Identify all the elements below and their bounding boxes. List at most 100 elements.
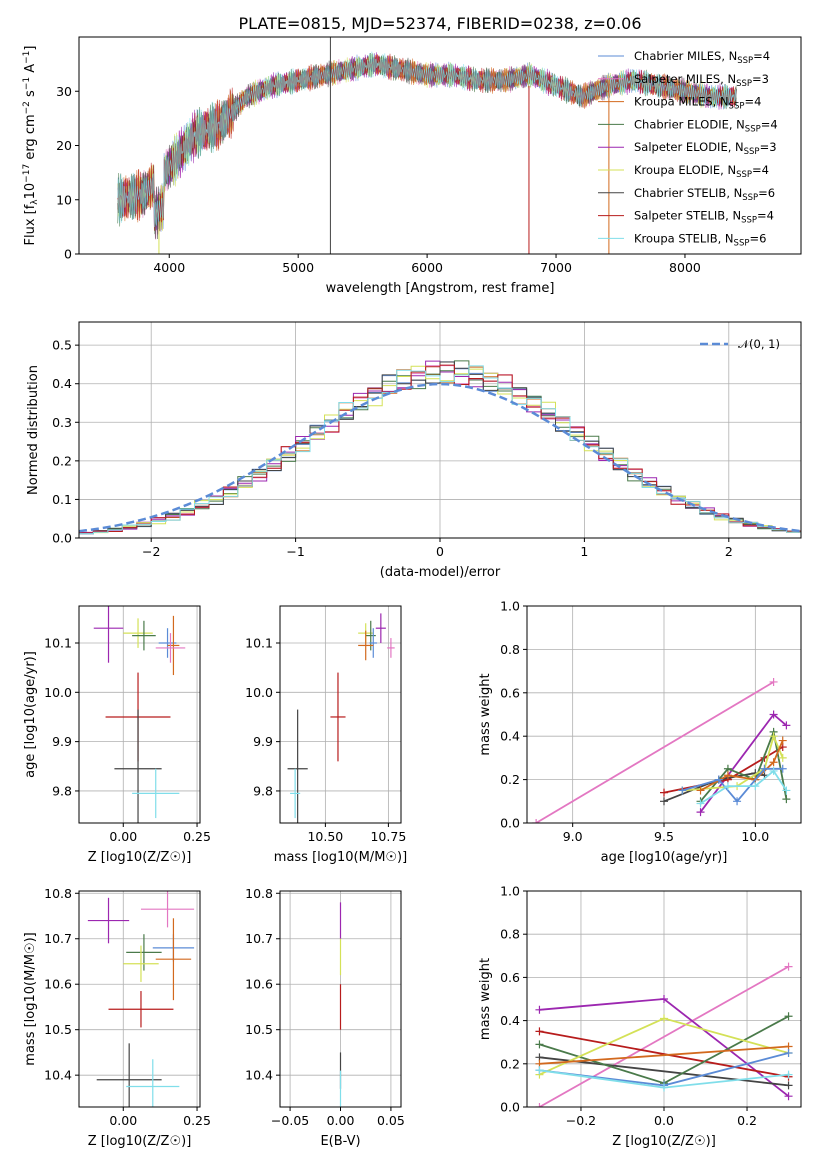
weight-marker [532,819,541,823]
error-cross [290,768,301,819]
error-cross [132,620,156,651]
y-tick-label: 10.6 [245,977,273,992]
legend-label: Chabrier ELODIE, NSSP=4 [634,117,778,134]
weight-marker [733,797,742,806]
panel-age_vs_Z: 0.00 0.25 9.8 9.9 10.0 10.1 Z [log10(Z/Z☉)] age… [23,605,211,865]
y-tick-label: 10.1 [245,635,273,650]
axes-frame [279,605,402,824]
y-tick-label: 1.0 [500,599,520,614]
weight-marker [723,771,732,780]
y-tick-label: 0.2 [500,772,520,787]
axes-frame [526,605,802,824]
weight-marker [778,764,787,773]
y-tick-label: 0.8 [500,927,520,942]
x-tick-label: 7000 [540,260,572,275]
x-tick-label: −1 [286,544,304,559]
y-tick-label: 0.2 [500,1056,520,1071]
weight-marker [660,1083,668,1092]
panel-residuals: −2 −1 0 1 2 0.0 0.1 0.2 0.3 0.4 0.5 (data-model)/er… [26,321,802,580]
y-tick-label: 9.8 [52,783,72,798]
y-tick-label: 10.6 [44,977,72,992]
weight-marker [660,995,668,1003]
x-tick-label: 1 [580,544,588,559]
x-tick-label: 6000 [411,260,443,275]
y-tick-label: 0.6 [500,685,520,700]
y-tick-label: 10.0 [245,685,273,700]
weight-marker [782,786,791,795]
weight-line [539,1045,789,1065]
plot-area [535,962,793,1107]
weight-marker [760,764,769,773]
plot-area [532,677,791,823]
y-tick-label: 0 [64,247,72,262]
weight-marker [535,1027,544,1036]
legend-label: Salpeter MILES, NSSP=3 [634,72,769,89]
error-cross [369,628,378,658]
error-cross [126,1059,180,1107]
error-cross [93,606,124,663]
weight-marker [660,797,668,806]
error-cross [358,630,374,661]
error-cross [387,638,395,658]
axes-frame [279,890,402,1108]
y-tick-label: 0.3 [52,415,72,430]
weight-marker [782,795,791,804]
y-tick-label: 10.7 [44,931,72,946]
panel-mass_vs_Z: 0.00 0.25 10.4 10.5 10.6 10.7 10.8 Z [log10(Z/Z… [23,886,211,1149]
x-tick-label: −2 [142,544,160,559]
plot-area [93,606,186,823]
plot-area [287,613,395,823]
error-cross [375,613,386,643]
legend-label: Kroupa ELODIE, NSSP=4 [634,163,769,180]
weight-marker [784,962,793,971]
x-tick-label: 0.25 [183,829,211,844]
y-tick-label: 0.0 [500,1100,520,1115]
weight-marker [660,788,668,797]
error-cross [114,709,162,823]
plot-area [87,891,195,1107]
weight-marker [714,775,723,784]
x-tick-label: 2 [725,544,733,559]
error-cross [167,615,180,676]
weight-marker [751,782,760,791]
weight-marker [535,1005,544,1014]
error-cross [287,709,308,823]
x-axis-label: wavelength [Angstrom, rest frame] [326,281,555,296]
x-tick-label: 9.0 [563,829,583,844]
x-axis-label: E(B-V) [320,1134,360,1149]
weight-line [539,1030,789,1078]
x-axis-label: Z [log10(Z/Z☉)] [612,1134,716,1149]
y-axis-label: mass [log10(M/M☉)] [23,932,38,1065]
legend-label: Kroupa MILES, NSSP=4 [634,95,761,112]
y-tick-label: 10.0 [44,685,72,700]
legend-label: 𝒩(0, 1) [738,337,780,351]
y-tick-label: 10.4 [245,1068,273,1083]
x-tick-label: 10.75 [370,829,406,844]
y-tick-label: 20 [56,138,72,153]
axes-frame [526,890,802,1108]
weight-marker [696,808,705,817]
y-tick-label: 10.1 [44,635,72,650]
y-tick-label: 9.9 [253,734,273,749]
weight-line [682,733,784,792]
weight-marker [784,1049,793,1057]
error-cross [123,945,159,982]
normal-curve [79,382,801,533]
weight-marker [778,736,787,745]
y-tick-label: 9.9 [52,734,72,749]
error-cross [330,672,346,762]
x-tick-label: 0.2 [737,1113,757,1128]
weight-marker [678,786,687,795]
weight-line [535,681,775,823]
weight-line [699,728,788,802]
x-tick-label: 10.50 [307,829,343,844]
x-tick-label: −0.2 [566,1113,596,1128]
weight-line [539,965,789,1107]
figure-title: PLATE=0815, MJD=52374, FIBERID=0238, z=0… [238,14,641,33]
axes-frame [78,36,802,255]
histogram-step [79,364,801,534]
error-cross [87,897,130,944]
panel-weights_vs_age: 9.0 9.5 10.0 0.0 0.2 0.4 0.6 0.8 1.0 age [log10(a… [478,599,802,865]
x-tick-label: 10.0 [741,829,769,844]
